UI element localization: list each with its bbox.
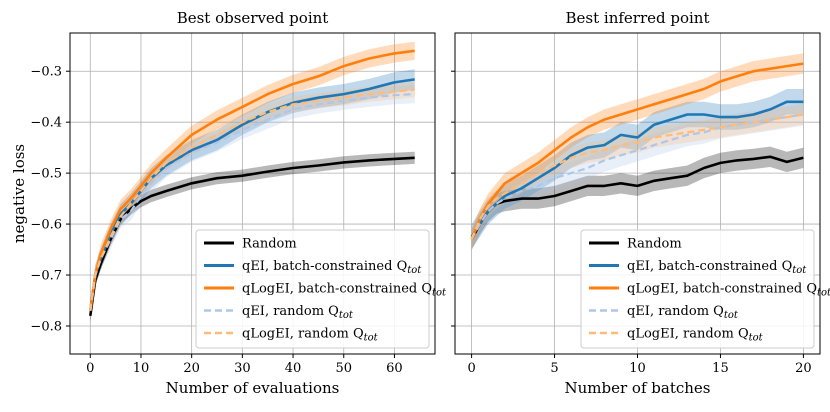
x-tick-label: 30 <box>234 361 251 376</box>
legend-label-subscript: tot <box>749 333 764 344</box>
legend-label: qLogEI, random Qtot <box>627 327 764 344</box>
x-tick-label: 20 <box>795 361 812 376</box>
x-tick-label: 40 <box>285 361 302 376</box>
x-axis-label: Number of evaluations <box>166 379 340 397</box>
x-tick-label: 0 <box>86 361 94 376</box>
legend-label: qEI, batch-constrained Qtot <box>242 259 422 276</box>
legend: Random qEI, batch-constrained Qtot qLogEI,… <box>195 229 447 349</box>
legend-label-subscript: tot <box>792 265 807 276</box>
x-tick-label: 10 <box>133 361 150 376</box>
x-tick-label: 10 <box>629 361 646 376</box>
confidence-band <box>471 89 804 250</box>
series-line <box>89 156 415 316</box>
legend-label-subscript: tot <box>724 310 739 321</box>
confidence-band <box>90 85 415 320</box>
series-line <box>470 155 804 241</box>
y-axis-label: negative loss <box>10 144 28 243</box>
panel-best-observed: 0 10 20 30 40 50 60 −0.8 −0.7 −0.6 −0.5 −0.4 −0.3 Bes… <box>10 9 447 397</box>
legend: Random qEI, batch-constrained Qtot qLogEI,… <box>580 229 830 349</box>
series-line <box>470 113 804 240</box>
series-line <box>89 88 415 311</box>
grid <box>70 33 435 354</box>
x-tick-label: 0 <box>467 361 475 376</box>
y-tick-label: −0.4 <box>30 116 62 131</box>
panel-title: Best inferred point <box>566 9 710 27</box>
legend-label-subscript: tot <box>407 265 422 276</box>
legend-label-subscript: tot <box>432 288 447 299</box>
x-tick-label: 15 <box>712 361 729 376</box>
x-tick-label: 60 <box>386 361 403 376</box>
y-tick-label: −0.5 <box>30 167 62 182</box>
legend-label: qEI, batch-constrained Qtot <box>627 259 807 276</box>
legend-label: qLogEI, batch-constrained Qtot <box>242 282 447 299</box>
panel-best-inferred: 0 5 10 15 20 Best inferred point Number of bat… <box>451 9 830 397</box>
legend-label-subscript: tot <box>817 288 830 299</box>
legend-label: qLogEI, batch-constrained Qtot <box>627 282 830 299</box>
y-tick-label: −0.8 <box>30 319 62 334</box>
axes-frame <box>69 32 436 355</box>
series-line <box>89 93 415 311</box>
legend-label-subscript: tot <box>339 310 354 321</box>
legend-box <box>195 229 430 349</box>
legend-label: qEI, random Qtot <box>242 304 354 321</box>
confidence-band <box>471 53 804 250</box>
legend-label: Random <box>627 237 682 252</box>
y-tick-label: −0.7 <box>30 269 62 284</box>
x-axis-label: Number of batches <box>565 379 711 397</box>
x-tick-label: 20 <box>183 361 200 376</box>
legend-label-subscript: tot <box>364 333 379 344</box>
panel-title: Best observed point <box>177 9 329 27</box>
legend-label: Random <box>242 237 297 252</box>
x-tick-label: 50 <box>335 361 352 376</box>
legend-label: qLogEI, random Qtot <box>242 327 379 344</box>
series-line <box>470 62 804 240</box>
series-line <box>89 78 415 311</box>
plot-area <box>470 53 804 251</box>
series-line <box>89 49 415 311</box>
y-tick-label: −0.6 <box>30 218 62 233</box>
x-tick-label: 5 <box>550 361 558 376</box>
legend-box <box>580 229 815 349</box>
y-tick-label: −0.3 <box>30 65 62 80</box>
legend-label: qEI, random Qtot <box>627 304 739 321</box>
plot-area <box>89 41 415 322</box>
confidence-band <box>471 146 804 250</box>
confidence-band <box>90 41 415 320</box>
confidence-band <box>90 151 415 322</box>
series-line <box>470 100 804 238</box>
